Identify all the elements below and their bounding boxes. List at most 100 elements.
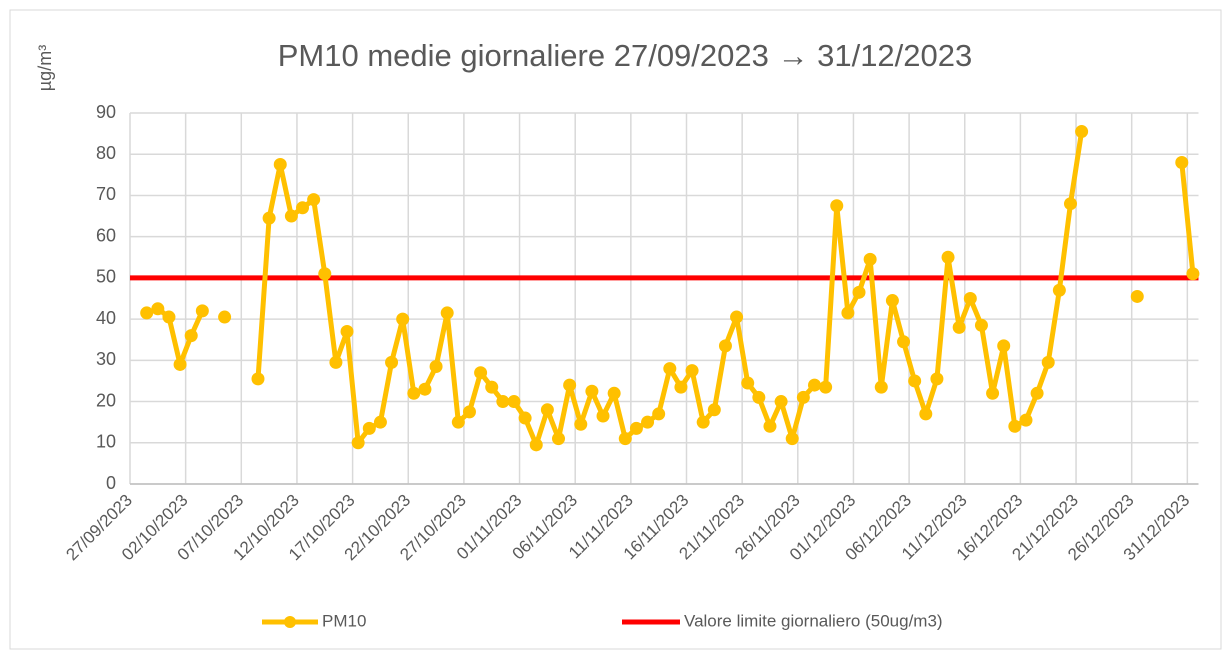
data-point (340, 324, 354, 338)
data-point (763, 419, 777, 433)
data-point (373, 415, 387, 429)
data-point (574, 417, 588, 431)
data-point (474, 366, 488, 380)
data-point (785, 432, 799, 446)
data-point (273, 158, 287, 172)
data-point (685, 364, 699, 378)
y-tick-label: 70 (96, 184, 116, 204)
data-point (629, 421, 643, 435)
data-point (718, 339, 732, 353)
data-point (674, 380, 688, 394)
data-point (874, 380, 888, 394)
y-tick-label: 90 (96, 102, 116, 122)
legend-label: PM10 (322, 611, 366, 630)
data-point (663, 362, 677, 376)
data-point (952, 320, 966, 334)
data-point (585, 384, 599, 398)
data-point (529, 438, 543, 452)
data-point (997, 339, 1011, 353)
y-tick-label: 0 (106, 473, 116, 493)
data-point (485, 380, 499, 394)
data-point (941, 250, 955, 264)
data-point (1075, 125, 1089, 139)
data-point (462, 405, 476, 419)
legend-label: Valore limite giornaliero (50ug/m3) (684, 611, 943, 630)
data-point (307, 193, 321, 207)
data-point (652, 407, 666, 421)
data-point (563, 378, 577, 392)
data-point (897, 335, 911, 349)
series-line (1179, 162, 1196, 275)
data-point (518, 411, 532, 425)
data-point (362, 421, 376, 435)
y-axis-label: µg/m³ (35, 45, 55, 91)
data-point (908, 374, 922, 388)
data-point (696, 415, 710, 429)
data-point (507, 395, 521, 409)
data-point (151, 302, 165, 316)
y-tick-label: 60 (96, 225, 116, 245)
data-point (1008, 419, 1022, 433)
data-point (930, 372, 944, 386)
data-point (1030, 386, 1044, 400)
data-point (329, 355, 343, 369)
data-point (1041, 355, 1055, 369)
y-tick-label: 30 (96, 349, 116, 369)
data-point (284, 209, 298, 223)
y-tick-label: 50 (96, 267, 116, 287)
data-point (218, 310, 232, 324)
data-point (730, 310, 744, 324)
data-point (351, 436, 365, 450)
legend-marker (284, 616, 296, 628)
data-point (752, 390, 766, 404)
y-tick-label: 80 (96, 143, 116, 163)
data-point (596, 409, 610, 423)
data-point (974, 318, 988, 332)
data-point (407, 386, 421, 400)
data-point (251, 372, 265, 386)
chart-title: PM10 medie giornaliere 27/09/2023 → 31/1… (278, 38, 973, 73)
data-point (819, 380, 833, 394)
data-point (429, 360, 443, 374)
data-point (184, 329, 198, 343)
data-point (140, 306, 154, 320)
data-point (863, 252, 877, 266)
data-point (607, 386, 621, 400)
data-point (830, 199, 844, 213)
data-point (162, 310, 176, 324)
data-point (440, 306, 454, 320)
y-tick-label: 40 (96, 308, 116, 328)
data-point (385, 355, 399, 369)
data-point (852, 285, 866, 299)
data-point (796, 390, 810, 404)
chart-frame (9, 9, 1222, 650)
data-point (451, 415, 465, 429)
data-point (418, 382, 432, 396)
data-point (741, 376, 755, 390)
data-point (641, 415, 655, 429)
data-point (885, 294, 899, 308)
data-point (807, 378, 821, 392)
data-point (173, 357, 187, 371)
data-point (707, 403, 721, 417)
data-point (1052, 283, 1066, 297)
data-point (296, 201, 310, 215)
data-point (552, 432, 566, 446)
data-point (963, 292, 977, 305)
data-point (195, 304, 209, 318)
data-point (540, 403, 554, 417)
data-point (841, 306, 855, 320)
data-point (1186, 267, 1200, 281)
data-point (919, 407, 933, 421)
data-point (1019, 413, 1033, 427)
data-point (986, 386, 1000, 400)
data-point (618, 432, 632, 446)
data-point (1175, 155, 1189, 169)
data-point (396, 312, 410, 326)
data-point (262, 211, 276, 225)
y-tick-label: 20 (96, 390, 116, 410)
data-point (1130, 289, 1144, 303)
data-point (774, 395, 788, 409)
data-point (496, 395, 510, 409)
